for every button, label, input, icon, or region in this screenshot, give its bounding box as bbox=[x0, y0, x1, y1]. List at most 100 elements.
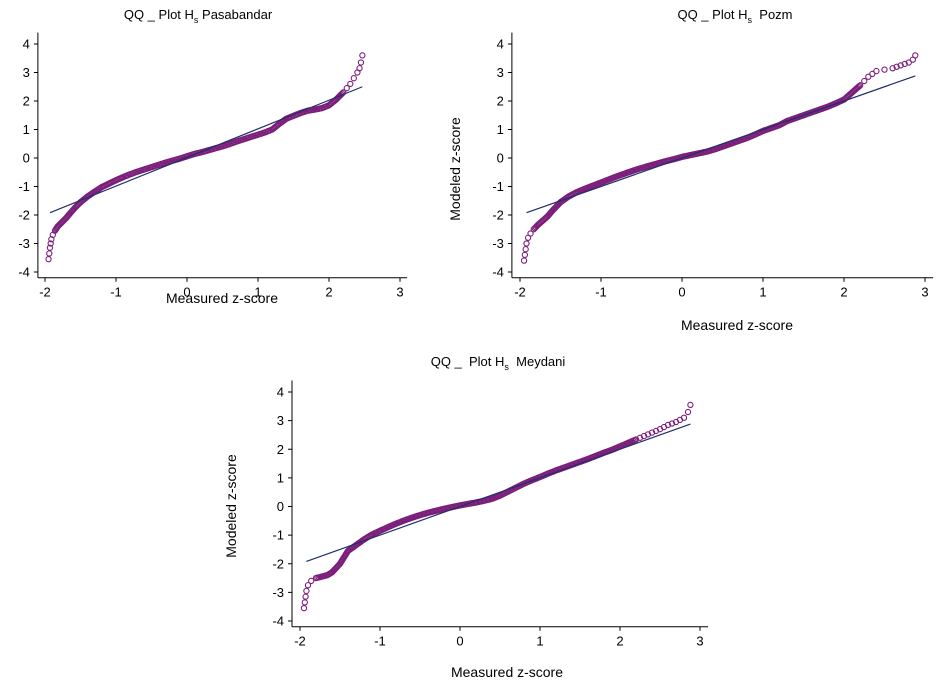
panel-1-y-tick-label: 0 bbox=[23, 151, 30, 166]
panel-2-data-point bbox=[861, 77, 868, 85]
panel-2-x-tick-label: -2 bbox=[514, 285, 526, 300]
panel-1-x-tick-label: -1 bbox=[110, 285, 122, 300]
panel-2-title-part: s bbox=[748, 15, 753, 25]
panel-2-title: QQ _ Plot Hs Pozm bbox=[677, 7, 792, 25]
panel-1-data-point bbox=[46, 244, 54, 251]
panel-2-data-point bbox=[527, 230, 534, 237]
panel-2-data-point bbox=[873, 67, 880, 75]
panel-1-x-tick-label: -2 bbox=[39, 285, 51, 300]
panel-3-x-tick-label: 2 bbox=[616, 634, 623, 649]
panel-2-data-point bbox=[522, 246, 529, 253]
panel-3-data-point bbox=[680, 414, 688, 421]
panel-2-y-tick-label: 0 bbox=[497, 151, 504, 166]
panel-1-y-tick-label: -3 bbox=[18, 236, 30, 251]
panel-2-y-tick-label: 1 bbox=[497, 122, 504, 137]
panel-1: -4 -3 -2 -1 0 1 2 3 4 -2 -1 0 1 2 3 QQ _ Plot Hs Pasaba… bbox=[18, 7, 408, 306]
panel-3-data-point bbox=[301, 599, 308, 606]
panel-2-x-tick-label: -1 bbox=[595, 285, 607, 300]
panel-2-x-tick-label: 1 bbox=[759, 285, 766, 300]
panel-2-y-axis-label: Modeled z-score bbox=[447, 117, 463, 221]
panel-2-data-point bbox=[889, 65, 896, 72]
panel-1-y-tick-label: 3 bbox=[23, 65, 30, 80]
panel-3-y-axis-label: Modeled z-score bbox=[223, 454, 239, 558]
panel-3-y-tick-label: -4 bbox=[272, 614, 284, 629]
panel-3-x-tick-label: -1 bbox=[374, 634, 386, 649]
panel-1-x-tick-label: 0 bbox=[183, 285, 190, 300]
panel-2-data-point bbox=[912, 52, 919, 59]
panel-3-data-point bbox=[303, 587, 310, 595]
panel-3-y-tick-label: -3 bbox=[272, 585, 284, 600]
panel-1-data-point bbox=[343, 85, 350, 92]
panel-1-y-tick-label: 4 bbox=[23, 37, 30, 52]
panel-3-title-part: QQ _ Plot H bbox=[431, 354, 505, 369]
panel-3-y-tick-label: -2 bbox=[272, 556, 284, 571]
panel-1-title: QQ _ Plot Hs Pasabandar bbox=[124, 7, 273, 25]
panel-2-y-tick-label: 4 bbox=[497, 37, 504, 52]
panel-2-y-tick-label: 3 bbox=[497, 65, 504, 80]
panel-3-data-point bbox=[308, 577, 315, 585]
panel-1-x-tick-label: 2 bbox=[325, 285, 332, 300]
panel-2-y-tick-label: -2 bbox=[492, 208, 504, 223]
panel-2-data-point bbox=[881, 66, 888, 73]
panel-3-reference-line bbox=[306, 423, 691, 563]
panel-2-data-point bbox=[856, 83, 863, 90]
panel-3-y-tick-label: 2 bbox=[277, 442, 284, 457]
panel-1-data-point bbox=[357, 59, 365, 66]
panel-1-data-points bbox=[45, 52, 366, 263]
panel-1-data-point bbox=[45, 256, 52, 263]
panel-1-y-tick-label: -2 bbox=[18, 208, 30, 223]
panel-2-reference-line bbox=[526, 75, 916, 214]
panel-3-title: QQ _ Plot Hs Meydani bbox=[431, 354, 566, 372]
panel-1-data-point bbox=[356, 65, 363, 72]
panel-3-y-tick-label: 4 bbox=[277, 385, 284, 400]
panel-2-data-point bbox=[901, 60, 908, 68]
panel-2-title-part: QQ _ Plot H bbox=[677, 7, 747, 22]
panel-3: -4 -3 -2 -1 0 1 2 3 4 -2 -1 0 1 2 3 QQ _ Plot Hs Meydan… bbox=[223, 354, 708, 680]
panel-3-data-point bbox=[668, 420, 676, 427]
panel-2-data-point bbox=[521, 251, 529, 259]
panel-1-y-tick-label: 1 bbox=[23, 122, 30, 137]
panel-3-y-tick-label: 1 bbox=[277, 470, 284, 485]
panel-2-data-point bbox=[869, 70, 876, 78]
panel-2-y-tick-label: 2 bbox=[497, 94, 504, 109]
panel-1-y-tick-label: 2 bbox=[23, 94, 30, 109]
panel-2-data-point bbox=[523, 240, 530, 247]
panel-1-data-point bbox=[350, 75, 357, 82]
panel-3-title-part: s bbox=[504, 362, 509, 372]
panel-3-data-points bbox=[300, 401, 694, 612]
panel-2-y-tick-label: -4 bbox=[492, 265, 504, 280]
panel-1-title-part: s bbox=[194, 15, 199, 25]
panel-2-data-point bbox=[865, 73, 872, 80]
panel-1-y-tick-label: -4 bbox=[18, 265, 30, 280]
panel-1-data-point bbox=[47, 240, 54, 247]
panel-3-data-point bbox=[687, 401, 694, 409]
panel-2-x-tick-label: 3 bbox=[921, 285, 928, 300]
panel-3-data-point bbox=[302, 593, 309, 600]
panel-3-data-point bbox=[300, 604, 308, 612]
panel-2-x-tick-label: 0 bbox=[678, 285, 685, 300]
panel-2-x-tick-label: 2 bbox=[840, 285, 847, 300]
panel-3-x-tick-label: 1 bbox=[536, 634, 543, 649]
panel-1-x-tick-label: 3 bbox=[396, 285, 403, 300]
panel-2-data-point bbox=[520, 257, 528, 264]
panel-1-data-point bbox=[46, 250, 53, 257]
panel-1-data-point bbox=[347, 80, 354, 88]
panel-3-y-tick-label: -1 bbox=[272, 528, 284, 543]
panel-3-y-tick-label: 0 bbox=[277, 499, 284, 514]
panel-2-data-point bbox=[857, 82, 864, 89]
panel-1-y-tick-label: -1 bbox=[18, 179, 30, 194]
panel-1-data-point bbox=[359, 52, 366, 59]
panel-3-data-point bbox=[684, 408, 692, 416]
panel-3-data-point bbox=[304, 582, 312, 589]
panel-3-y-tick-label: 3 bbox=[277, 413, 284, 428]
panel-1-reference-line bbox=[49, 86, 363, 214]
panel-2-x-axis-label: Measured z-score bbox=[681, 317, 793, 333]
panel-3-data-point bbox=[664, 421, 672, 429]
panel-1-title-part: QQ _ Plot H bbox=[124, 7, 194, 22]
panel-2-data-point bbox=[893, 63, 900, 70]
panel-2-y-tick-label: -1 bbox=[492, 179, 504, 194]
panel-3-x-tick-label: 0 bbox=[456, 634, 463, 649]
panel-2-data-point bbox=[905, 59, 912, 66]
panel-2-title-part: Pozm bbox=[752, 7, 792, 22]
